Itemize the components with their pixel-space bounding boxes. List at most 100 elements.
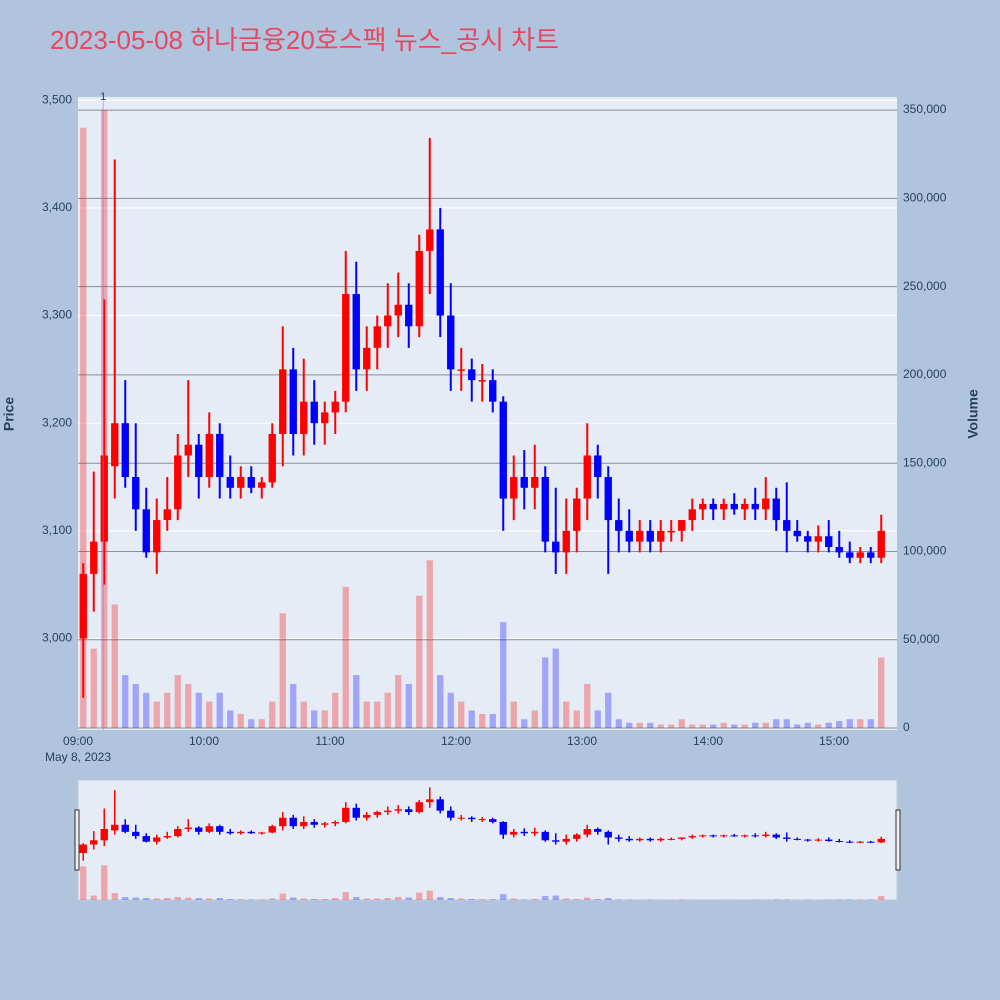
candle-body	[142, 509, 150, 553]
volume-bar	[416, 595, 423, 729]
slider-candle-body	[625, 838, 633, 841]
volume-bar	[794, 724, 801, 729]
volume-bar	[426, 560, 433, 729]
slider-candle-body	[121, 824, 129, 832]
candle-body	[405, 304, 413, 327]
slider-volume-bar	[311, 899, 318, 900]
slider-volume-bar	[174, 897, 181, 900]
slider-volume-bar	[353, 897, 360, 900]
volume-bar	[153, 701, 160, 729]
slider-candle-body	[688, 836, 696, 838]
volume-bar	[678, 719, 685, 729]
volume-bar	[615, 719, 622, 729]
y2-tick-label: 350,000	[903, 102, 947, 116]
y-tick-label: 3,300	[42, 308, 72, 322]
slider-volume-bar	[437, 897, 444, 900]
slider-volume-bar	[206, 898, 213, 900]
slider-candle-body	[646, 838, 654, 841]
volume-bar	[437, 675, 444, 729]
candle-body	[300, 401, 308, 434]
slider-volume-bar	[447, 898, 454, 900]
slider-handle[interactable]	[74, 809, 80, 871]
slider-candle-body	[699, 835, 707, 837]
y2-tick-label: 250,000	[903, 279, 947, 293]
volume-bar	[80, 127, 87, 729]
slider-candle-body	[384, 810, 392, 813]
slider-volume-bar	[542, 896, 549, 900]
volume-bar	[479, 713, 486, 729]
slider-volume-bar	[342, 892, 349, 900]
slider-candle-body	[258, 832, 266, 834]
candle-body	[184, 444, 192, 456]
slider-candle-body	[289, 817, 297, 827]
volume-bar	[447, 692, 454, 729]
candle-body	[636, 530, 644, 542]
candle-body	[436, 229, 444, 316]
candle-body	[646, 530, 654, 542]
slider-candle-body	[279, 817, 287, 827]
slider-volume-bar	[216, 898, 223, 900]
slider-candle-body	[163, 836, 171, 838]
volume-bar	[374, 701, 381, 729]
slider-candle-body	[678, 837, 686, 839]
candle-body	[79, 573, 87, 639]
slider-volume-bar	[468, 899, 475, 900]
volume-bar	[878, 657, 885, 729]
candle-body	[867, 552, 875, 558]
y-axis-label: Price	[1, 397, 17, 431]
candle-body	[583, 455, 591, 499]
slider-volume-bar	[594, 899, 601, 900]
candle-body	[615, 520, 623, 531]
slider-candle-body	[153, 837, 161, 842]
volume-bar	[353, 675, 360, 729]
slider-handle[interactable]	[895, 809, 901, 871]
slider-volume-bar	[479, 899, 486, 900]
slider-candle-body	[457, 817, 465, 819]
volume-bar	[825, 722, 832, 729]
candle-body	[688, 509, 696, 521]
slider-candle-body	[667, 838, 675, 840]
slider-volume-bar	[195, 898, 202, 900]
slider-volume-bar	[332, 898, 339, 900]
slider-candle-body	[657, 838, 665, 841]
slider-volume-bar	[510, 898, 517, 900]
volume-bar	[174, 675, 181, 729]
x-date-label: May 8, 2023	[45, 750, 111, 764]
slider-candle-body	[405, 809, 413, 813]
x-tick-label: 09:00	[63, 734, 93, 748]
slider-volume-bar	[384, 898, 391, 900]
volume-bar	[783, 719, 790, 729]
slider-candle-body	[415, 802, 423, 813]
volume-bar	[699, 724, 706, 729]
candle-body	[394, 304, 402, 316]
slider-candle-body	[856, 841, 864, 843]
candle-body	[247, 477, 255, 488]
volume-bar	[111, 604, 118, 729]
candle-body	[877, 530, 885, 558]
slider-volume-bar	[227, 899, 234, 900]
volume-bar	[542, 657, 549, 729]
chart-title: 2023-05-08 하나금융20호스팩 뉴스_공시 차트	[50, 25, 559, 55]
candle-body	[562, 530, 570, 553]
candle-body	[741, 503, 749, 510]
candle-body	[195, 444, 203, 478]
volume-bar	[804, 722, 811, 729]
candle-body	[100, 455, 108, 542]
slider-volume-bar	[164, 898, 171, 900]
slider-candle-body	[216, 826, 224, 832]
volume-bar	[290, 683, 297, 729]
slider-candle-body	[342, 807, 350, 822]
slider-volume-bar	[878, 896, 885, 900]
candle-body	[520, 477, 528, 488]
volume-bar	[342, 586, 349, 729]
candle-body	[331, 401, 339, 413]
candle-body	[825, 536, 833, 547]
volume-bar	[815, 724, 822, 729]
plot-area	[78, 97, 897, 730]
candle-body	[489, 380, 497, 402]
candle-body	[699, 503, 707, 510]
candle-body	[363, 347, 371, 370]
slider-candle-body	[237, 831, 245, 834]
range-slider[interactable]	[77, 779, 898, 901]
